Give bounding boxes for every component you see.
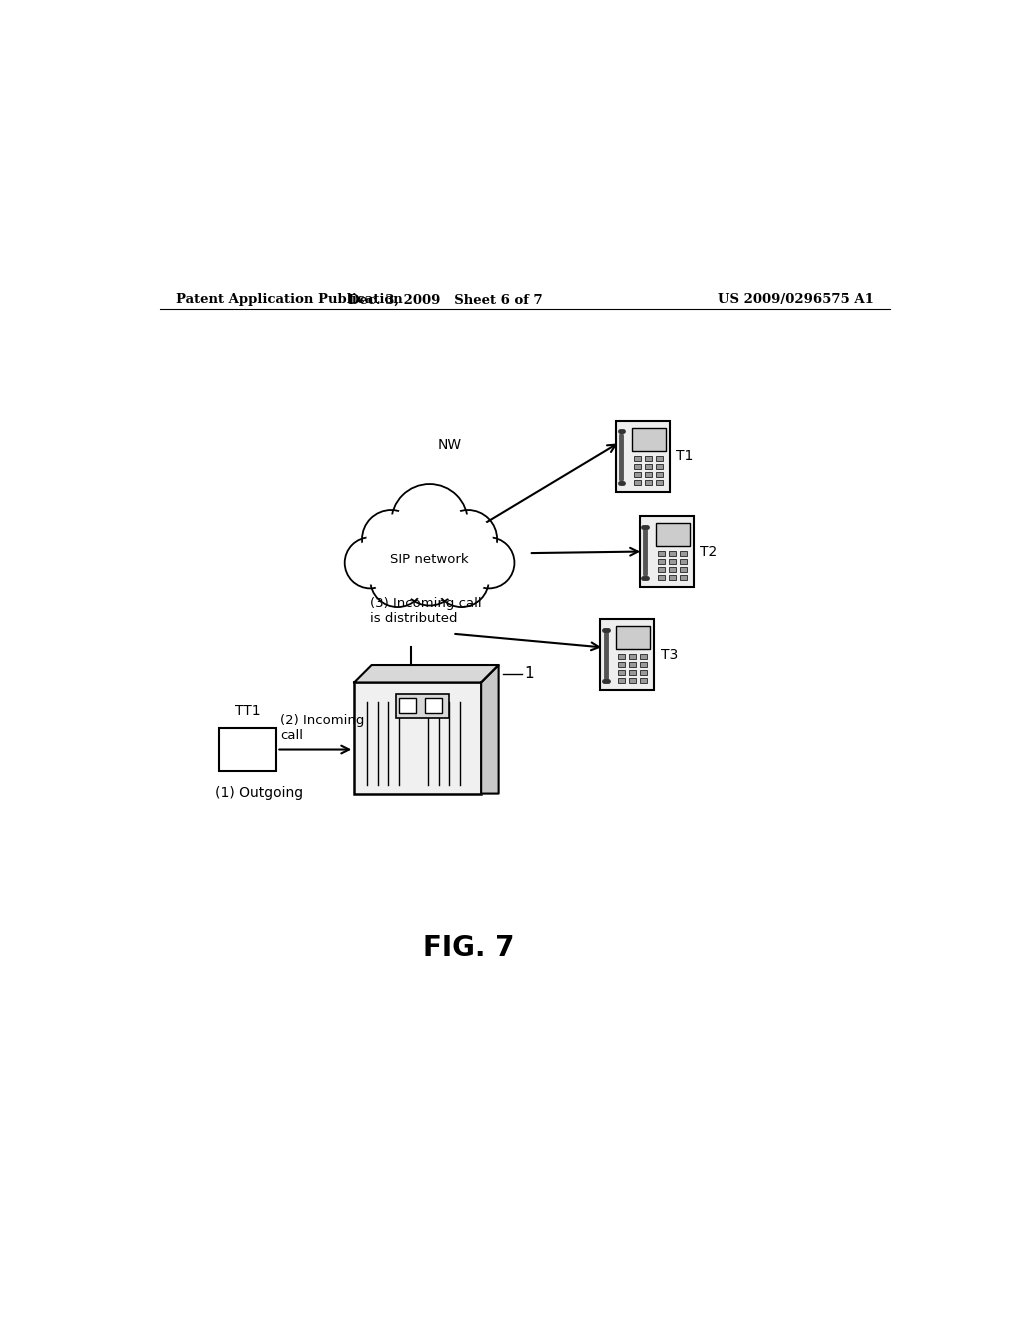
Bar — [396, 693, 450, 718]
Bar — [658, 550, 665, 556]
Circle shape — [345, 537, 396, 589]
Circle shape — [391, 484, 468, 561]
Bar — [618, 653, 626, 659]
Text: Patent Application Publication: Patent Application Publication — [176, 293, 402, 306]
Text: FIG. 7: FIG. 7 — [424, 935, 515, 962]
Bar — [632, 428, 666, 450]
Ellipse shape — [366, 535, 494, 591]
Bar — [645, 471, 652, 477]
Circle shape — [375, 557, 421, 603]
Bar — [600, 619, 654, 690]
Text: (2) Incoming
call: (2) Incoming call — [281, 714, 365, 742]
Bar — [640, 516, 694, 587]
Ellipse shape — [356, 532, 503, 599]
Polygon shape — [481, 665, 499, 793]
Text: (3) Incoming call
is distributed: (3) Incoming call is distributed — [370, 597, 481, 624]
Circle shape — [400, 546, 459, 606]
Bar — [669, 566, 676, 572]
Bar — [645, 479, 652, 484]
Bar — [645, 455, 652, 461]
Circle shape — [348, 541, 392, 585]
Bar — [656, 523, 689, 545]
Bar — [616, 421, 670, 492]
Bar — [618, 678, 626, 684]
Text: T2: T2 — [700, 545, 718, 558]
Bar — [658, 566, 665, 572]
Bar — [634, 463, 641, 469]
Bar — [629, 678, 636, 684]
Circle shape — [397, 490, 462, 554]
Bar — [640, 678, 647, 684]
Bar — [219, 727, 276, 771]
Bar — [629, 671, 636, 676]
Bar — [669, 558, 676, 564]
Bar — [680, 576, 686, 579]
Bar — [680, 558, 686, 564]
Bar — [354, 682, 481, 793]
Circle shape — [443, 515, 493, 564]
Circle shape — [404, 552, 455, 601]
Circle shape — [467, 541, 511, 585]
Text: TT1: TT1 — [236, 704, 261, 718]
Text: 1: 1 — [524, 667, 535, 681]
Text: T1: T1 — [677, 449, 693, 463]
Bar — [618, 671, 626, 676]
Bar — [680, 566, 686, 572]
Bar — [616, 626, 650, 649]
Text: NW: NW — [437, 438, 462, 453]
Bar — [655, 479, 663, 484]
Bar — [640, 671, 647, 676]
Text: US 2009/0296575 A1: US 2009/0296575 A1 — [718, 293, 873, 306]
Bar — [634, 471, 641, 477]
Circle shape — [367, 515, 416, 564]
Bar — [658, 576, 665, 579]
Bar — [618, 663, 626, 667]
Bar — [645, 463, 652, 469]
Circle shape — [463, 537, 514, 589]
Bar — [655, 463, 663, 469]
Bar — [640, 663, 647, 667]
Bar — [634, 455, 641, 461]
Circle shape — [362, 510, 421, 569]
Bar — [655, 471, 663, 477]
Bar — [669, 576, 676, 579]
Circle shape — [434, 552, 488, 607]
Bar — [425, 698, 442, 713]
Bar — [634, 479, 641, 484]
Circle shape — [438, 557, 484, 603]
Bar — [640, 653, 647, 659]
Text: SIP network: SIP network — [390, 553, 469, 566]
Bar — [669, 550, 676, 556]
Polygon shape — [354, 665, 499, 682]
Circle shape — [371, 552, 425, 607]
Bar — [655, 455, 663, 461]
Text: Dec. 3, 2009   Sheet 6 of 7: Dec. 3, 2009 Sheet 6 of 7 — [348, 293, 543, 306]
Bar — [629, 663, 636, 667]
Bar — [629, 653, 636, 659]
Bar — [680, 550, 686, 556]
Text: T3: T3 — [660, 648, 678, 661]
Bar — [398, 698, 416, 713]
Bar — [658, 558, 665, 564]
Circle shape — [438, 510, 497, 569]
Text: (1) Outgoing: (1) Outgoing — [215, 785, 303, 800]
